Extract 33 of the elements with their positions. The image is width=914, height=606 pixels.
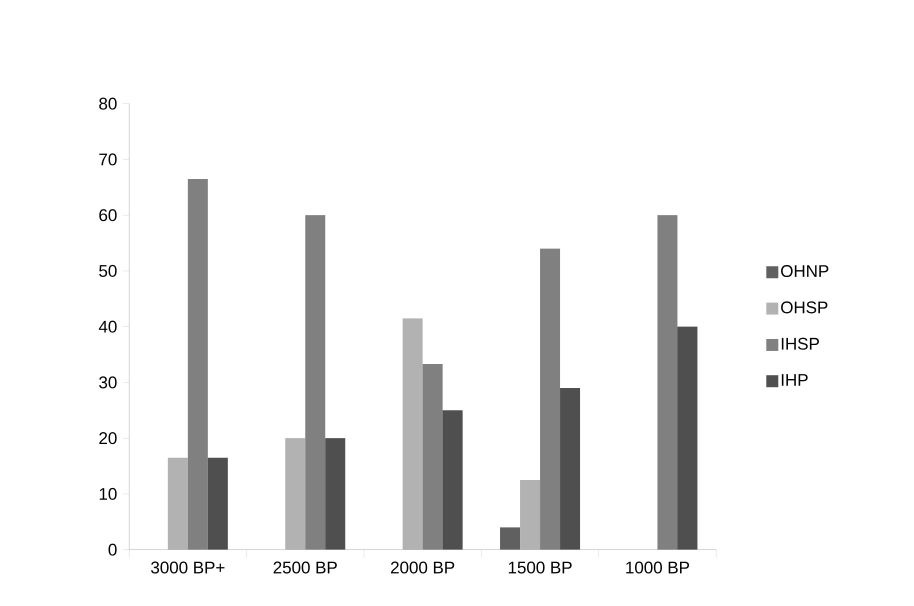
y-tick-label: 10 — [100, 488, 117, 500]
y-tick-label: 30 — [99, 376, 117, 388]
x-tick-label: 2500 BP — [274, 562, 337, 574]
legend-label: OHSP — [781, 301, 828, 314]
y-tick-label: 70 — [99, 153, 117, 166]
y-tick-label: 80 — [99, 98, 117, 110]
legend-label: OHNP — [781, 265, 828, 278]
x-tick-label: 1500 BP — [508, 562, 572, 574]
bar — [677, 326, 698, 550]
y-tick-label: 40 — [98, 320, 117, 333]
legend-label: IHSP — [782, 338, 819, 350]
legend-label: IHP — [782, 374, 808, 386]
bar — [422, 364, 443, 550]
x-tick-label: 3000 BP+ — [151, 562, 224, 574]
bar — [442, 410, 463, 550]
bar — [657, 215, 678, 550]
bar — [560, 388, 580, 550]
bar — [520, 480, 540, 550]
bar — [540, 248, 560, 550]
bar — [285, 438, 306, 550]
bar — [168, 458, 188, 550]
y-tick-label: 0 — [108, 544, 117, 556]
y-tick-label: 60 — [99, 209, 117, 222]
bar — [325, 438, 346, 550]
bar — [208, 458, 228, 550]
y-tick-label: 20 — [99, 432, 117, 444]
bar — [188, 178, 208, 550]
x-tick-label: 2000 BP — [391, 562, 454, 574]
bar — [500, 527, 520, 550]
x-tick-label: 1000 BP — [626, 562, 690, 574]
bar — [305, 215, 326, 550]
y-tick-label: 50 — [99, 264, 117, 277]
bar — [402, 318, 423, 550]
